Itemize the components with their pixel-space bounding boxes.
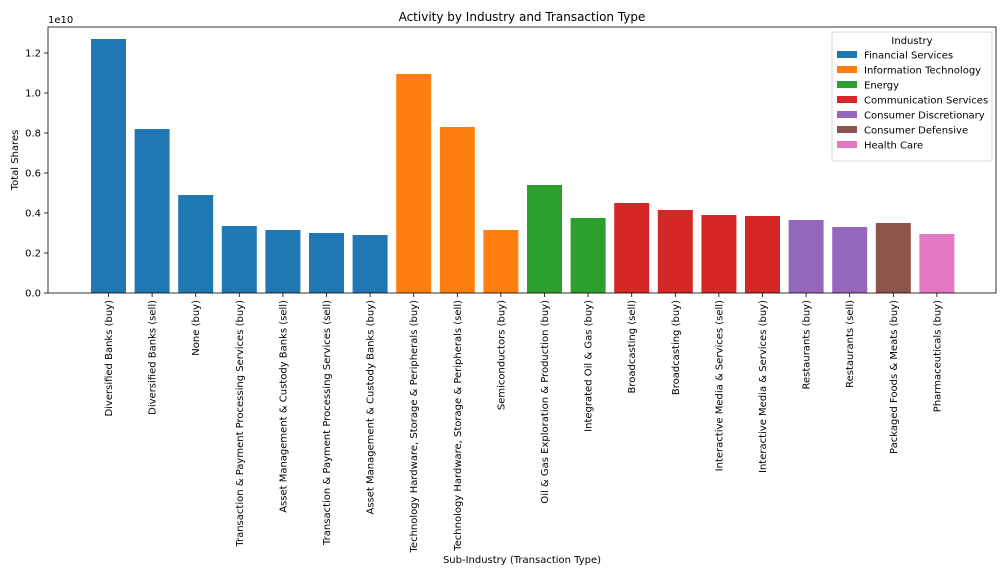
- y-tick-label: 0.0: [25, 289, 41, 300]
- x-tick-label: Asset Management & Custody Banks (sell): [278, 300, 289, 513]
- x-tick-label: Technology Hardware, Storage & Periphera…: [453, 300, 464, 552]
- legend-entry-label: Consumer Defensive: [864, 126, 968, 137]
- y-tick-label: 1.0: [25, 89, 41, 100]
- legend-swatch: [837, 141, 857, 148]
- bar-15: [745, 216, 780, 293]
- legend-title: Industry: [891, 36, 932, 47]
- x-tick-label: Integrated Oil & Gas (buy): [584, 300, 595, 432]
- y-tick-label: 0.2: [25, 249, 41, 260]
- x-tick-label: Diversified Banks (sell): [148, 300, 159, 415]
- legend-swatch: [837, 96, 857, 103]
- bar-4: [265, 230, 301, 293]
- legend-entry-label: Financial Services: [864, 51, 953, 62]
- bar-16: [788, 220, 824, 293]
- bar-7: [396, 74, 432, 293]
- y-ticks-group: 0.0 0.2 0.4 0.6 0.8 1.0 1.2: [25, 49, 48, 300]
- bar-5: [309, 233, 344, 293]
- legend-entry-label: Consumer Discretionary: [864, 111, 985, 122]
- bar-1: [134, 129, 170, 293]
- bars-group: [91, 39, 955, 293]
- legend-swatch: [837, 111, 857, 118]
- x-tick-label: Technology Hardware, Storage & Periphera…: [409, 300, 420, 554]
- legend-entry-label: Information Technology: [864, 66, 981, 77]
- x-tick-label: Transaction & Payment Processing Service…: [322, 300, 333, 546]
- legend-entry-label: Communication Services: [864, 96, 988, 107]
- x-ticks-group: Diversified Banks (buy) Diversified Banks…: [104, 293, 943, 553]
- legend-swatch: [837, 81, 857, 88]
- x-tick-label: Pharmaceuticals (buy): [932, 300, 943, 412]
- y-tick-label: 0.8: [25, 129, 41, 140]
- y-axis-label: Total Shares: [10, 130, 21, 192]
- x-tick-label: Broadcasting (buy): [671, 300, 682, 395]
- x-tick-label: Interactive Media & Services (sell): [714, 300, 725, 471]
- bar-2: [178, 195, 214, 293]
- legend-swatch: [837, 126, 857, 133]
- plot-frame: [47, 26, 997, 294]
- bar-19: [919, 234, 955, 293]
- x-axis-label: Sub-Industry (Transaction Type): [443, 555, 601, 566]
- y-tick-label: 0.4: [25, 209, 41, 220]
- bar-11: [570, 218, 606, 293]
- x-tick-label: Asset Management & Custody Banks (buy): [366, 300, 377, 515]
- bar-14: [701, 215, 737, 293]
- x-tick-label: Diversified Banks (buy): [104, 300, 115, 417]
- legend-swatch: [837, 51, 857, 58]
- legend-entry-label: Health Care: [864, 141, 923, 152]
- bar-12: [614, 203, 650, 293]
- x-tick-label: Transaction & Payment Processing Service…: [235, 300, 246, 548]
- bar-9: [483, 230, 519, 293]
- y-tick-label: 1.2: [25, 49, 41, 60]
- x-tick-label: Packaged Foods & Meats (buy): [889, 300, 900, 454]
- y-tick-label: 0.6: [25, 169, 41, 180]
- legend-entry-label: Energy: [864, 81, 899, 92]
- x-tick-label: Broadcasting (sell): [627, 300, 638, 394]
- chart-title: Activity by Industry and Transaction Typ…: [399, 10, 646, 24]
- x-tick-label: Restaurants (buy): [802, 300, 813, 390]
- legend-swatch: [837, 66, 857, 73]
- x-tick-label: Interactive Media & Services (buy): [758, 300, 769, 473]
- x-tick-label: Oil & Gas Exploration & Production (buy): [540, 300, 551, 504]
- bar-6: [352, 235, 388, 293]
- x-tick-label: Restaurants (sell): [845, 300, 856, 388]
- bar-13: [657, 210, 693, 293]
- x-tick-label: None (buy): [191, 300, 202, 356]
- legend-box: [831, 31, 993, 162]
- bar-3: [221, 226, 257, 293]
- bar-17: [832, 227, 868, 293]
- bar-0: [91, 39, 126, 293]
- bar-8: [439, 127, 475, 293]
- y-axis-scale-label: 1e10: [48, 15, 73, 26]
- x-tick-label: Semiconductors (buy): [496, 300, 507, 410]
- bar-18: [875, 223, 911, 293]
- legend: Industry Financial Services Information Te…: [831, 31, 993, 162]
- bar-10: [527, 185, 562, 293]
